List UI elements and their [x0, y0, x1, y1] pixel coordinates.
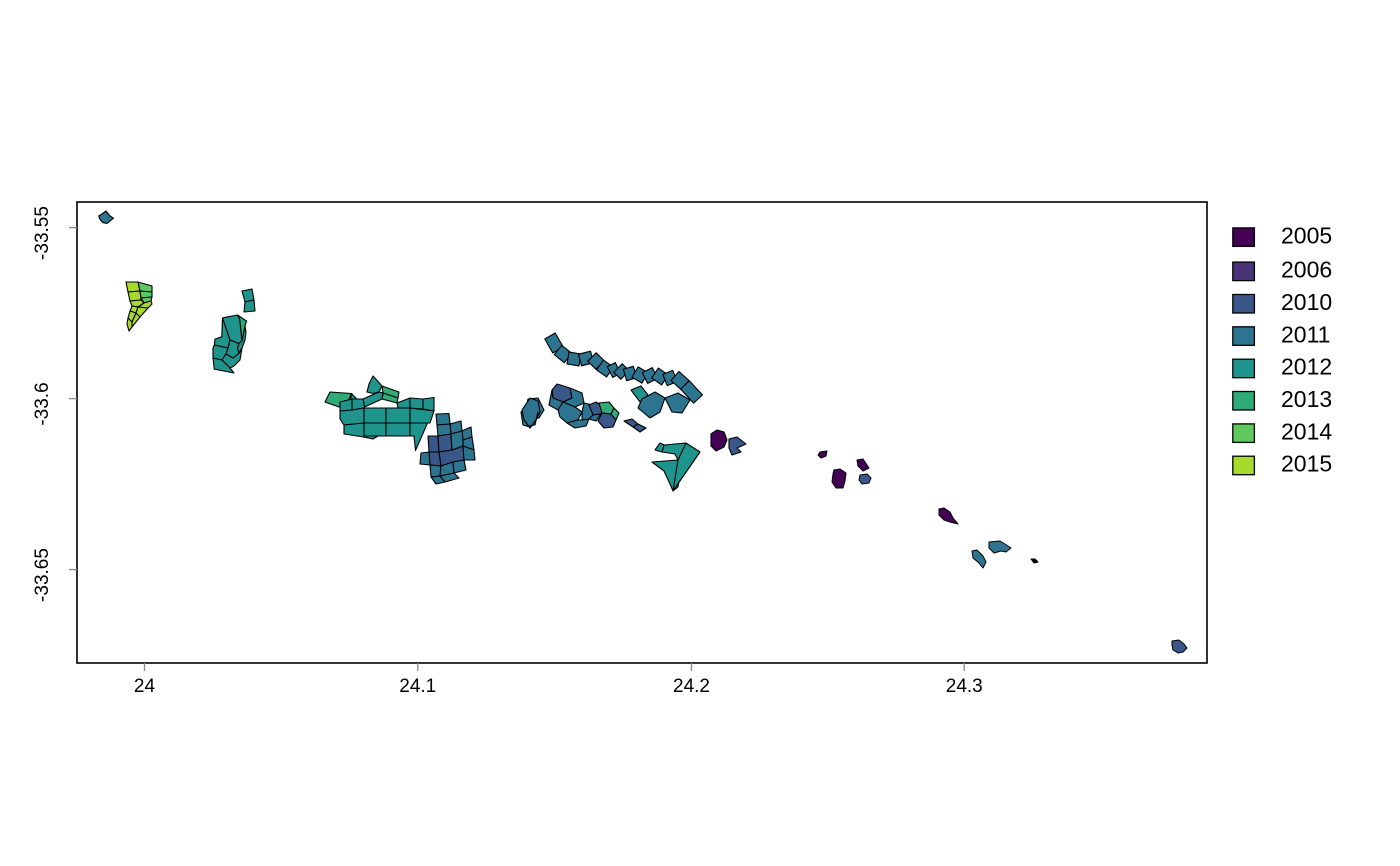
svg-text:2012: 2012 — [1281, 354, 1332, 380]
svg-text:-33.65: -33.65 — [32, 548, 53, 602]
svg-text:2014: 2014 — [1281, 418, 1332, 444]
svg-text:24.2: 24.2 — [673, 676, 710, 697]
svg-text:2015: 2015 — [1281, 451, 1332, 477]
svg-text:24.3: 24.3 — [946, 676, 983, 697]
svg-text:24.1: 24.1 — [399, 676, 436, 697]
svg-text:-33.55: -33.55 — [32, 206, 53, 260]
svg-text:2011: 2011 — [1281, 321, 1330, 347]
svg-text:2005: 2005 — [1281, 223, 1332, 249]
svg-text:2013: 2013 — [1281, 386, 1332, 412]
svg-text:2006: 2006 — [1281, 257, 1332, 283]
svg-text:2010: 2010 — [1281, 289, 1332, 315]
svg-text:24: 24 — [134, 676, 156, 697]
svg-text:-33.6: -33.6 — [32, 382, 53, 425]
